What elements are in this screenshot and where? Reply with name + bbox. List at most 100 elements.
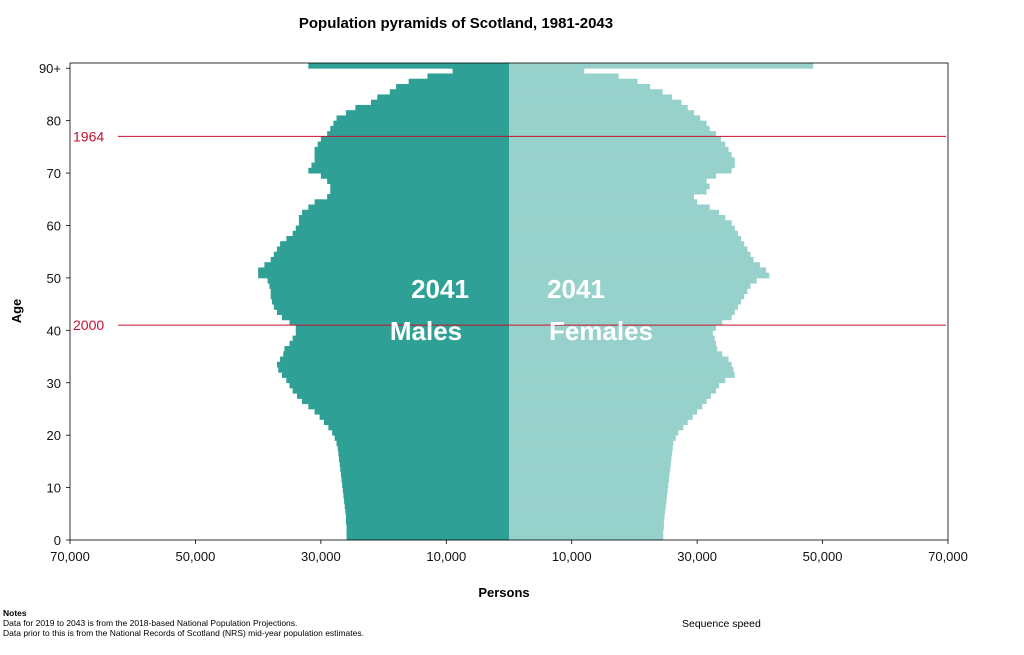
male-bar-age-58 bbox=[292, 230, 509, 237]
female-bar-age-44 bbox=[509, 304, 738, 310]
male-bar-age-57 bbox=[286, 235, 509, 242]
male-bar-age-52 bbox=[264, 262, 509, 268]
female-bar-age-38 bbox=[509, 335, 715, 342]
male-bar-age-20 bbox=[332, 429, 509, 436]
y-tick-label: 80 bbox=[47, 114, 61, 129]
male-bar-age-44 bbox=[273, 304, 509, 310]
female-bar-age-24 bbox=[509, 408, 698, 415]
female-bar-age-17 bbox=[509, 445, 673, 452]
plot-frame bbox=[69, 62, 949, 541]
male-bar-age-56 bbox=[280, 241, 509, 247]
female-bar-age-48 bbox=[509, 283, 751, 289]
female-bar-age-51 bbox=[509, 267, 767, 274]
female-bar-age-49 bbox=[509, 277, 757, 284]
female-bar-age-71 bbox=[509, 162, 735, 169]
population-pyramid-chart: Population pyramids of Scotland, 1981-20… bbox=[9, 15, 968, 600]
male-bar-age-15 bbox=[339, 456, 509, 462]
male-bar-age-18 bbox=[336, 440, 509, 447]
male-bar-age-73 bbox=[314, 152, 509, 158]
female-bar-age-85 bbox=[509, 89, 663, 95]
female-bar-age-84 bbox=[509, 94, 673, 101]
bars-layer bbox=[258, 63, 814, 541]
male-bar-age-14 bbox=[339, 461, 509, 468]
notes-heading: Notes bbox=[3, 608, 27, 618]
female-bar-age-43 bbox=[509, 309, 735, 315]
female-bar-age-7 bbox=[509, 498, 667, 504]
female-bar-age-4 bbox=[509, 513, 665, 520]
female-bar-age-27 bbox=[509, 393, 711, 399]
male-bar-age-2 bbox=[346, 524, 509, 530]
sex-labels: 2041 Males 2041 Females bbox=[390, 274, 653, 346]
male-bar-age-13 bbox=[340, 466, 509, 473]
female-bar-age-40 bbox=[509, 325, 716, 331]
female-bar-age-26 bbox=[509, 398, 707, 405]
female-bar-age-67 bbox=[509, 183, 710, 190]
female-bar-age-31 bbox=[509, 372, 735, 378]
female-bar-age-53 bbox=[509, 256, 754, 263]
female-bar-age-15 bbox=[509, 456, 672, 462]
cohort-label-2000: 2000 bbox=[73, 317, 104, 333]
male-bar-age-24 bbox=[314, 408, 509, 415]
female-bar-age-75 bbox=[509, 141, 726, 148]
male-bar-age-11 bbox=[341, 477, 509, 483]
male-bar-age-72 bbox=[314, 157, 509, 163]
female-bar-age-83 bbox=[509, 99, 682, 106]
male-bar-age-42 bbox=[281, 314, 509, 321]
female-bar-age-87 bbox=[509, 78, 638, 85]
female-bar-age-21 bbox=[509, 424, 684, 431]
male-sex-label: Males bbox=[390, 316, 462, 346]
male-bar-age-28 bbox=[292, 387, 509, 394]
notes-line-2: Data prior to this is from the National … bbox=[3, 628, 364, 638]
female-bar-age-37 bbox=[509, 340, 716, 347]
male-bar-age-21 bbox=[328, 424, 509, 431]
male-bar-age-10 bbox=[342, 482, 509, 488]
y-tick-label: 10 bbox=[47, 481, 61, 496]
female-year-label: 2041 bbox=[547, 274, 605, 304]
x-tick-label: 10,000 bbox=[426, 549, 466, 564]
y-tick-label: 30 bbox=[47, 376, 61, 391]
male-bar-age-27 bbox=[297, 393, 509, 399]
female-bar-age-80 bbox=[509, 115, 701, 122]
male-bar-age-47 bbox=[270, 288, 509, 295]
male-bar-age-19 bbox=[334, 435, 509, 441]
male-bar-age-60 bbox=[298, 220, 509, 226]
cohort-markers: 1964 2000 bbox=[73, 128, 946, 333]
male-bar-age-6 bbox=[344, 503, 509, 509]
male-bar-age-33 bbox=[276, 361, 509, 368]
male-bar-age-36 bbox=[284, 346, 509, 352]
female-bar-age-10 bbox=[509, 482, 669, 488]
female-bar-age-70 bbox=[509, 167, 732, 174]
sequence-speed-label: Sequence speed bbox=[682, 618, 761, 630]
male-bar-age-22 bbox=[323, 419, 509, 426]
male-bar-age-31 bbox=[281, 372, 509, 378]
female-bar-age-47 bbox=[509, 288, 748, 295]
female-bar-age-16 bbox=[509, 450, 673, 457]
female-bar-age-25 bbox=[509, 403, 703, 410]
female-bar-age-68 bbox=[509, 178, 707, 184]
male-bar-age-26 bbox=[302, 398, 509, 405]
y-tick-label: 60 bbox=[47, 218, 61, 233]
female-bar-age-3 bbox=[509, 519, 664, 525]
male-bar-age-9 bbox=[342, 487, 509, 494]
male-bar-age-87 bbox=[408, 78, 509, 85]
male-bar-age-49 bbox=[267, 277, 509, 284]
male-bar-age-81 bbox=[345, 110, 509, 116]
male-bar-age-8 bbox=[343, 492, 509, 499]
male-bar-age-64 bbox=[314, 199, 509, 205]
female-bar-age-65 bbox=[509, 194, 695, 200]
female-bar-age-36 bbox=[509, 346, 718, 352]
male-bar-age-82 bbox=[355, 104, 509, 111]
male-bar-age-39 bbox=[295, 330, 509, 336]
notes-panel: Notes Data for 2019 to 2043 is from the … bbox=[3, 608, 364, 638]
female-bar-age-61 bbox=[509, 215, 726, 221]
male-bar-age-32 bbox=[278, 367, 509, 373]
female-bar-age-41 bbox=[509, 319, 723, 326]
female-bar-age-42 bbox=[509, 314, 732, 321]
female-bar-age-56 bbox=[509, 241, 745, 247]
female-bar-age-63 bbox=[509, 204, 710, 211]
y-tick-label: 40 bbox=[47, 323, 61, 338]
female-bar-age-9 bbox=[509, 487, 668, 494]
y-tick-label: 20 bbox=[47, 428, 61, 443]
x-axis-title: Persons bbox=[478, 585, 529, 600]
male-bar-age-46 bbox=[270, 293, 509, 300]
